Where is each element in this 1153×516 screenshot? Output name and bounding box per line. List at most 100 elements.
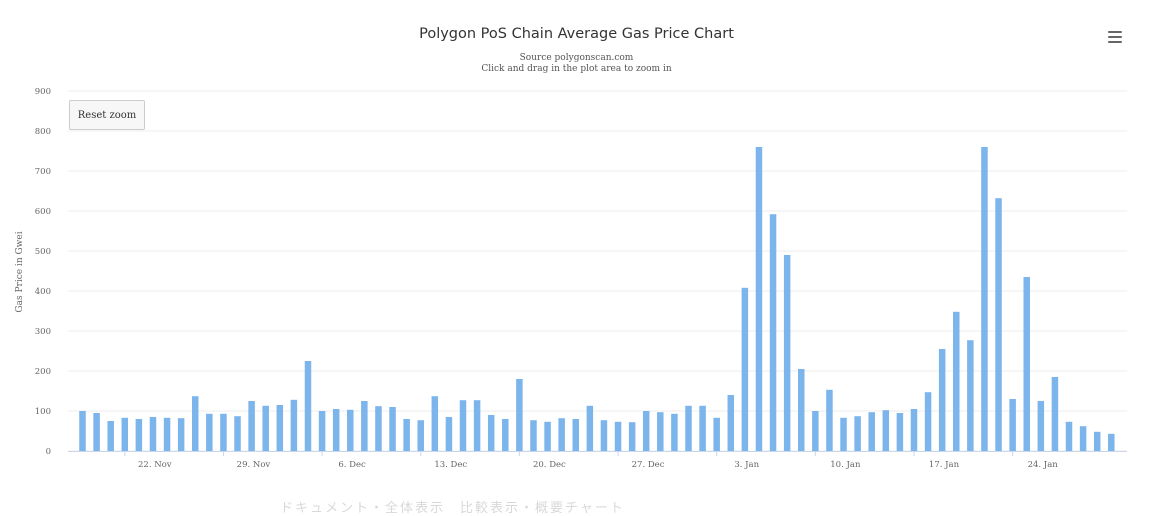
bar[interactable] [417,420,424,451]
bar[interactable] [530,420,537,451]
hamburger-menu-icon[interactable] [1104,27,1128,47]
bar[interactable] [234,416,241,451]
bar[interactable] [1023,277,1030,451]
bar[interactable] [459,400,467,451]
y-tick-labels: 0 100 200 300 400 500 600 700 800 900 [35,87,51,457]
bar[interactable] [431,396,439,451]
bar[interactable] [642,411,650,451]
bar[interactable] [1065,421,1073,451]
bar[interactable] [797,369,805,451]
bar[interactable] [713,417,720,451]
x-tick-label: 6. Dec [338,460,366,470]
x-tick-label: 10. Jan [830,460,861,470]
bar[interactable] [206,413,213,451]
bar[interactable] [882,410,890,451]
bar[interactable] [361,401,368,451]
bar[interactable] [473,400,481,451]
menu-line [1108,41,1122,43]
bar[interactable] [600,420,608,451]
bar[interactable] [332,409,340,451]
bar[interactable] [671,413,678,451]
bar[interactable] [741,287,749,451]
bar[interactable] [93,413,100,451]
bar[interactable] [375,406,382,451]
bar[interactable] [248,401,255,451]
y-tick-label: 300 [35,327,51,337]
reset-zoom-button[interactable]: Reset zoom [69,100,145,130]
bar[interactable] [699,405,706,451]
y-tick-label: 700 [35,167,51,177]
x-tick-label: 22. Nov [138,460,172,470]
chart-subtitle: Source polygonscan.com Click and drag in… [0,53,1153,75]
bar[interactable] [558,418,565,451]
bar[interactable] [896,413,904,451]
x-tick-label: 24. Jan [1028,460,1059,470]
bar[interactable] [572,419,580,451]
chart-title: Polygon PoS Chain Average Gas Price Char… [419,26,734,42]
bar[interactable] [107,421,114,451]
bar[interactable] [1051,377,1059,451]
bar[interactable] [290,399,298,451]
x-tick-label: 3. Jan [734,460,759,470]
menu-line [1108,31,1122,33]
bar[interactable] [516,379,523,451]
bar[interactable] [854,416,861,451]
bar[interactable] [304,361,312,451]
menu-line [1108,36,1122,38]
bar[interactable] [502,419,509,451]
bar[interactable] [403,419,410,451]
bar[interactable] [389,407,396,451]
bar[interactable] [953,311,960,451]
bar[interactable] [769,214,777,451]
y-tick-label: 500 [35,247,51,257]
bar[interactable] [445,417,453,451]
bar[interactable] [783,255,791,451]
subtitle-source: Source polygonscan.com [519,53,634,63]
bar[interactable] [149,417,157,451]
bar[interactable] [826,389,833,451]
bar[interactable] [487,415,495,451]
bar[interactable] [938,349,946,451]
bar[interactable] [755,147,763,451]
bar[interactable] [727,395,735,451]
bar[interactable] [614,421,622,451]
bar[interactable] [163,417,171,451]
bar[interactable] [318,411,326,451]
bar[interactable] [1079,426,1087,451]
bar[interactable] [586,405,594,451]
bar[interactable] [1093,431,1101,451]
y-tick-label: 100 [35,407,51,417]
y-tick-label: 800 [35,127,51,137]
bar[interactable] [79,411,86,451]
bar[interactable] [995,198,1002,451]
bar[interactable] [924,392,932,451]
bar[interactable] [1108,433,1115,451]
x-tick-labels: 22. Nov 29. Nov 6. Dec 13. Dec 20. Dec 27. De… [138,460,1058,470]
bar[interactable] [121,417,129,451]
bar[interactable] [191,396,199,451]
bar[interactable] [276,405,284,451]
y-tick-label: 600 [35,207,51,217]
y-tick-label: 200 [35,367,51,377]
y-tick-label: 400 [35,287,51,297]
bar[interactable] [1037,401,1045,451]
bar[interactable] [967,340,974,451]
bar[interactable] [220,413,227,451]
bar[interactable] [868,412,875,451]
bar[interactable] [910,409,918,451]
bar[interactable] [262,405,269,451]
bar[interactable] [685,405,692,451]
bar[interactable] [135,419,143,451]
bar[interactable] [657,412,664,451]
bar[interactable] [628,422,636,451]
bar[interactable] [544,421,551,451]
bar[interactable] [981,147,988,451]
bar[interactable] [840,417,847,451]
x-tick-label: 29. Nov [237,460,271,470]
bar[interactable] [1009,399,1016,451]
bar[interactable] [177,418,185,451]
bar[interactable] [347,409,354,451]
bar[interactable] [812,411,819,451]
